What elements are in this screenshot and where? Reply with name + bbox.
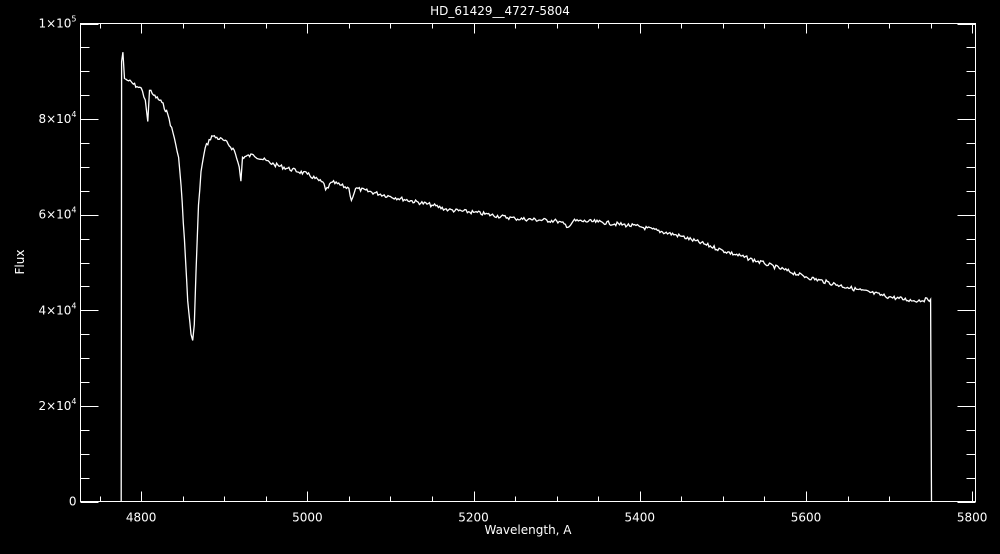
y-tick-label: 4×104 bbox=[38, 301, 76, 317]
y-tick-label: 0 bbox=[69, 495, 77, 509]
x-axis-label: Wavelength, A bbox=[484, 523, 572, 537]
series-line-flux bbox=[120, 52, 933, 502]
x-tick-label: 5200 bbox=[458, 511, 489, 525]
x-tick-label: 5600 bbox=[791, 511, 822, 525]
y-tick-label: 6×104 bbox=[38, 206, 76, 222]
x-tick-label: 4800 bbox=[126, 511, 157, 525]
y-axis-label: Flux bbox=[13, 250, 27, 275]
x-tick-label: 5800 bbox=[957, 511, 988, 525]
y-tick-label: 1×105 bbox=[38, 15, 76, 31]
chart-title: HD_61429__4727-5804 bbox=[430, 4, 570, 18]
x-tick-labels: 4800 5000 5200 5400 5600 5800 bbox=[126, 511, 988, 525]
y-tick-label: 8×104 bbox=[38, 110, 76, 126]
x-tick-label: 5400 bbox=[624, 511, 655, 525]
axis-ticks bbox=[80, 23, 976, 503]
y-tick-label: 2×104 bbox=[38, 397, 76, 413]
x-tick-label: 5000 bbox=[292, 511, 323, 525]
y-tick-labels: 0 2×104 4×104 6×104 8×104 1×105 bbox=[38, 15, 76, 509]
plot-frame bbox=[80, 23, 976, 502]
